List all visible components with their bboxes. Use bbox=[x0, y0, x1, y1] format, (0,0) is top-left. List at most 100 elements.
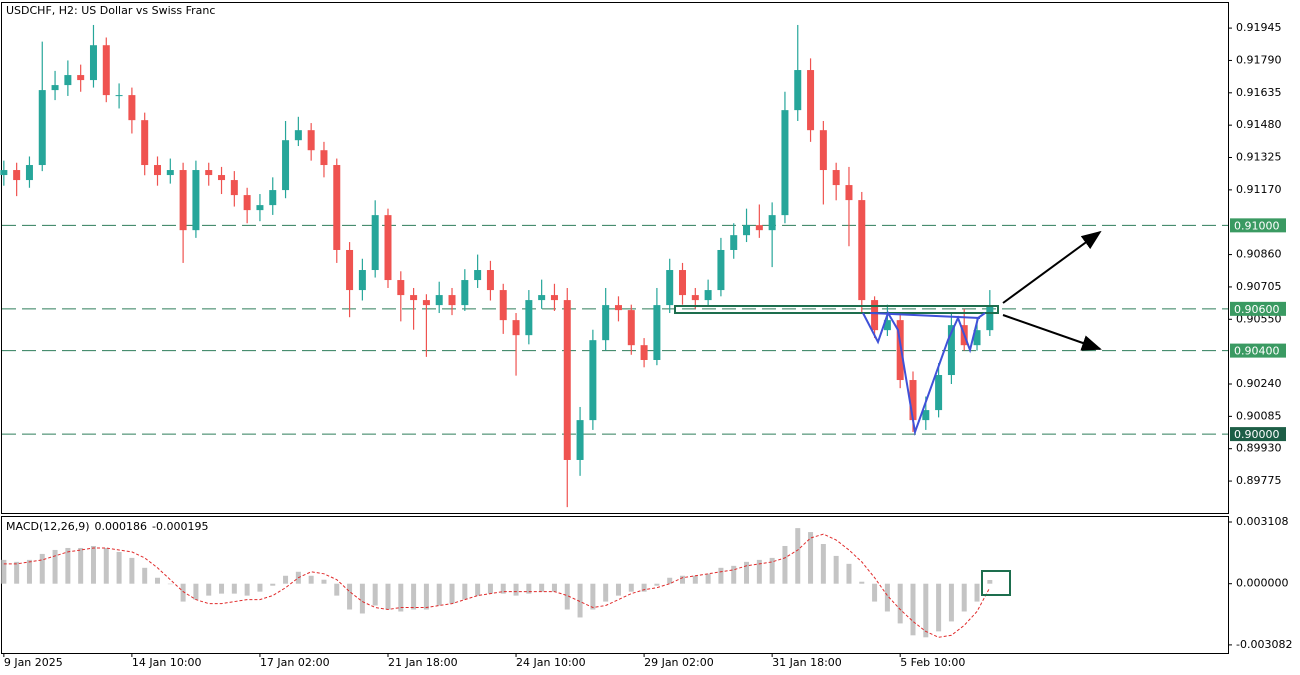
indicator-title: MACD(12,26,9) bbox=[6, 520, 90, 533]
histogram-bar bbox=[385, 583, 391, 610]
histogram-bar bbox=[539, 583, 545, 592]
histogram-bar bbox=[39, 553, 45, 584]
histogram-bar bbox=[795, 528, 801, 584]
macd-marker bbox=[981, 570, 1011, 596]
histogram-bar bbox=[641, 583, 647, 592]
candle-body bbox=[576, 420, 584, 460]
histogram-bar bbox=[654, 583, 660, 586]
candle-body bbox=[679, 270, 687, 296]
neckline bbox=[869, 312, 981, 319]
candle-body bbox=[230, 180, 238, 196]
histogram-bar bbox=[487, 583, 493, 594]
histogram-bar bbox=[718, 567, 724, 584]
candle-body bbox=[89, 45, 97, 81]
y-tick-label: 0.91480 bbox=[1236, 118, 1282, 131]
histogram-bar bbox=[667, 577, 673, 584]
histogram-bar bbox=[244, 583, 250, 596]
x-tick-label: 21 Jan 18:00 bbox=[388, 656, 458, 669]
histogram-bar bbox=[334, 583, 340, 596]
histogram-bar bbox=[398, 583, 404, 612]
histogram-bar bbox=[615, 583, 621, 596]
histogram-bar bbox=[308, 575, 314, 584]
candle-body bbox=[781, 110, 789, 216]
candle-body bbox=[205, 170, 213, 176]
candle-body bbox=[102, 45, 110, 96]
histogram-bar bbox=[1, 559, 7, 584]
histogram-bar bbox=[462, 583, 468, 600]
candle-body bbox=[51, 85, 59, 91]
histogram-bar bbox=[974, 583, 980, 602]
histogram-bar bbox=[744, 561, 750, 584]
histogram-bar bbox=[820, 543, 826, 584]
y-tick-label: 0.90705 bbox=[1236, 280, 1282, 293]
level-label: 0.90400 bbox=[1234, 345, 1280, 358]
x-tick-label: 17 Jan 02:00 bbox=[260, 656, 330, 669]
histogram-bar bbox=[206, 583, 212, 596]
histogram-bar bbox=[359, 583, 365, 614]
candle-body bbox=[358, 270, 366, 291]
y-tick-label: 0.89930 bbox=[1236, 442, 1282, 455]
candle-body bbox=[294, 130, 302, 141]
candle-body bbox=[794, 70, 802, 111]
candle-body bbox=[563, 300, 571, 460]
candle-body bbox=[371, 215, 379, 271]
y-tick-label: 0.91170 bbox=[1236, 183, 1282, 196]
candle-body bbox=[333, 165, 341, 250]
macd-frame bbox=[1, 516, 1229, 654]
candle-body bbox=[154, 165, 162, 176]
x-tick-label: 24 Jan 10:00 bbox=[516, 656, 586, 669]
histogram-bar bbox=[948, 583, 954, 622]
candle-body bbox=[486, 270, 494, 291]
level-label: 0.90000 bbox=[1234, 428, 1280, 441]
candle-body bbox=[384, 215, 392, 281]
histogram-bar bbox=[564, 583, 570, 610]
candle-body bbox=[666, 270, 674, 306]
histogram-bar bbox=[167, 583, 173, 585]
histogram-bar bbox=[872, 583, 878, 602]
candle-body bbox=[38, 90, 46, 166]
y-tick-label: 0.90240 bbox=[1236, 377, 1282, 390]
candle-body bbox=[922, 410, 930, 421]
x-tick-label: 29 Jan 02:00 bbox=[644, 656, 714, 669]
candle-body bbox=[883, 320, 891, 331]
candle-body bbox=[986, 305, 994, 331]
histogram-bar bbox=[270, 583, 276, 586]
y-tick-label: 0.000000 bbox=[1236, 577, 1289, 590]
level-label: 0.91000 bbox=[1234, 219, 1280, 232]
y-tick-label: 0.91790 bbox=[1236, 53, 1282, 66]
main-frame bbox=[1, 2, 1229, 514]
histogram-bar bbox=[526, 583, 532, 594]
candle-body bbox=[909, 380, 917, 421]
histogram-bar bbox=[26, 559, 32, 584]
candle-body bbox=[627, 310, 635, 346]
y-tick-label: 0.91945 bbox=[1236, 21, 1282, 34]
indicator-value: -0.000195 bbox=[152, 520, 208, 533]
histogram-bar bbox=[436, 583, 442, 606]
histogram-bar bbox=[193, 583, 199, 600]
y-tick-label: 0.89775 bbox=[1236, 474, 1282, 487]
x-tick-label: 9 Jan 2025 bbox=[4, 656, 63, 669]
candle-body bbox=[743, 225, 751, 236]
candle-body bbox=[13, 170, 21, 181]
histogram-bar bbox=[423, 583, 429, 610]
histogram-bar bbox=[500, 583, 506, 594]
histogram-bar bbox=[129, 557, 135, 584]
y-tick-label: 0.003108 bbox=[1236, 515, 1289, 528]
histogram-bar bbox=[321, 579, 327, 584]
histogram-bar bbox=[551, 583, 557, 592]
candle-body bbox=[614, 305, 622, 311]
y-tick-label: 0.90860 bbox=[1236, 248, 1282, 261]
candle-body bbox=[550, 295, 558, 301]
pattern-line bbox=[862, 310, 986, 436]
level-label-box bbox=[1230, 301, 1286, 316]
histogram-bar bbox=[936, 583, 942, 632]
histogram-bar bbox=[603, 583, 609, 602]
histogram-bar bbox=[347, 583, 353, 610]
candle-body bbox=[0, 170, 8, 176]
histogram-bar bbox=[231, 583, 237, 594]
signal-line bbox=[3, 533, 991, 638]
histogram-bar bbox=[846, 563, 852, 584]
chart-title: USDCHF, H2: US Dollar vs Swiss Franc bbox=[6, 4, 215, 17]
candle-body bbox=[602, 305, 610, 341]
